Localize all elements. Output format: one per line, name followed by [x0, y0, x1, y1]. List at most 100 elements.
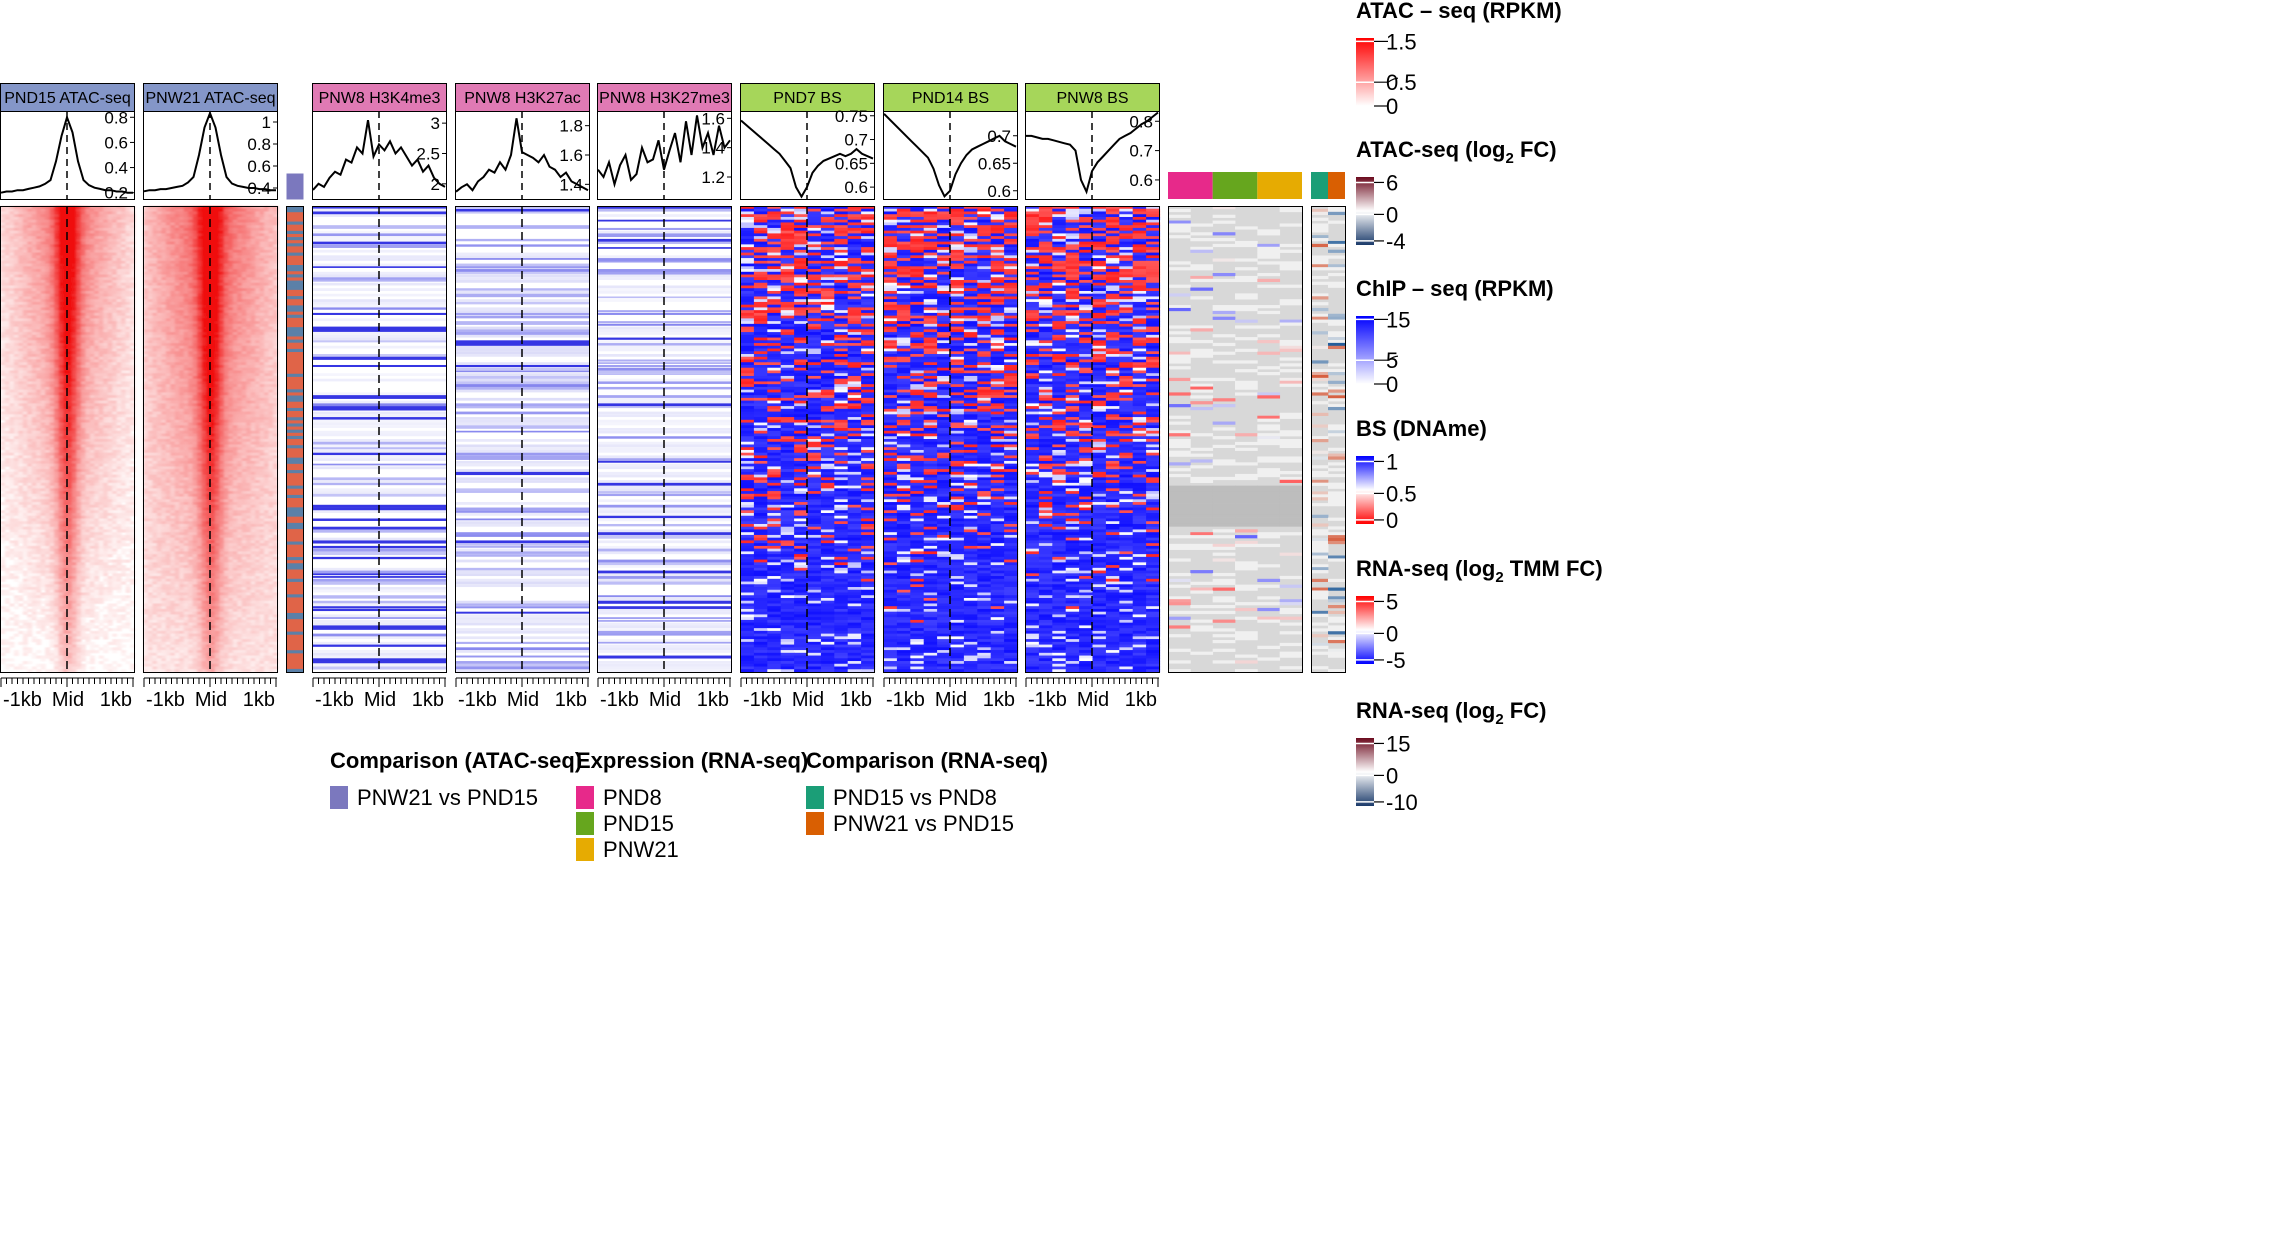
heatmap-cell: [27, 408, 33, 412]
heatmap-cell: [0, 367, 6, 371]
heatmap-cell: [54, 249, 60, 253]
heatmap-cell: [54, 219, 60, 223]
heatmap-cell: [58, 606, 64, 610]
heatmap-cell: [71, 219, 78, 223]
heatmap-cell: [112, 222, 118, 226]
heatmap-cell: [103, 247, 109, 251]
heatmap-cell: [27, 406, 33, 410]
heatmap-cell: [18, 269, 24, 273]
heatmap-cell: [40, 258, 46, 262]
heatmap-cell: [49, 537, 55, 541]
heatmap-cell: [85, 359, 91, 363]
heatmap-cell: [45, 482, 51, 486]
heatmap-cell: [67, 617, 73, 621]
heatmap-cell: [89, 282, 95, 286]
heatmap-cell: [71, 214, 78, 218]
heatmap-cell: [85, 337, 91, 341]
heatmap-cell: [71, 255, 78, 259]
heatmap-cell: [94, 241, 100, 245]
heatmap-cell: [63, 362, 69, 366]
heatmap-cell: [63, 452, 69, 456]
heatmap-cell: [27, 600, 33, 604]
heatmap-cell: [36, 526, 42, 530]
heatmap-cell: [98, 406, 104, 410]
heatmap-cell: [4, 422, 11, 426]
heatmap-cell: [121, 466, 127, 470]
heatmap-cell: [13, 513, 19, 517]
heatmap-cell: [54, 496, 60, 500]
heatmap-cell: [121, 321, 127, 325]
heatmap-cell: [80, 373, 86, 377]
heatmap-cell: [125, 471, 131, 476]
heatmap-cell: [58, 247, 64, 251]
heatmap-cell: [18, 282, 24, 286]
heatmap-cell: [9, 304, 15, 308]
heatmap-cell: [76, 452, 82, 456]
heatmap-cell: [121, 408, 127, 412]
heatmap-cell: [54, 491, 60, 495]
heatmap-cell: [125, 485, 131, 489]
heatmap-cell: [89, 408, 95, 412]
heatmap-cell: [27, 373, 33, 377]
heatmap-cell: [125, 523, 131, 528]
heatmap-cell: [89, 285, 95, 289]
heatmap-cell: [13, 573, 19, 577]
heatmap-cell: [107, 463, 113, 467]
heatmap-cell: [22, 318, 28, 322]
heatmap-cell: [63, 274, 69, 278]
heatmap-cell: [85, 384, 91, 388]
heatmap-cell: [130, 600, 136, 604]
heatmap-cell: [98, 219, 104, 223]
heatmap-cell: [107, 249, 113, 253]
heatmap-cell: [179, 225, 185, 229]
heatmap-cell: [0, 540, 6, 544]
heatmap-cell: [94, 548, 100, 552]
heatmap-cell: [40, 362, 46, 366]
heatmap-cell: [89, 269, 95, 273]
heatmap-cell: [27, 301, 33, 306]
heatmap-cell: [71, 436, 78, 440]
heatmap-cell: [112, 340, 118, 344]
heatmap-cell: [76, 364, 82, 369]
heatmap-cell: [103, 452, 109, 456]
heatmap-cell: [63, 600, 69, 604]
heatmap-cell: [49, 521, 55, 525]
heatmap-cell: [121, 315, 127, 319]
heatmap-cell: [121, 488, 127, 492]
heatmap-cell: [112, 241, 118, 245]
heatmap-cell: [80, 658, 86, 662]
heatmap-cell: [156, 211, 162, 215]
heatmap-cell: [107, 354, 113, 358]
heatmap-cell: [71, 310, 78, 314]
heatmap-cell: [67, 488, 73, 492]
heatmap-cell: [49, 389, 55, 393]
heatmap-cell: [13, 288, 19, 292]
heatmap-cell: [63, 619, 69, 624]
heatmap-cell: [125, 222, 131, 226]
heatmap-cell: [112, 452, 118, 456]
heatmap-cell: [27, 323, 33, 328]
heatmap-cell: [107, 518, 113, 522]
heatmap-cell: [107, 507, 113, 511]
heatmap-cell: [71, 449, 78, 454]
heatmap-cell: [121, 504, 127, 508]
heatmap-cell: [80, 480, 86, 484]
heatmap-cell: [232, 222, 238, 226]
heatmap-cell: [58, 208, 64, 212]
heatmap-cell: [71, 419, 78, 423]
heatmap-cell: [58, 471, 64, 476]
heatmap-cell: [18, 510, 24, 514]
heatmap-cell: [54, 493, 60, 497]
heatmap-cell: [9, 400, 15, 404]
heatmap-cell: [94, 362, 100, 366]
heatmap-cell: [4, 576, 11, 580]
heatmap-cell: [40, 359, 46, 363]
heatmap-cell: [121, 329, 127, 333]
heatmap-cell: [232, 216, 238, 221]
heatmap-cell: [121, 573, 127, 577]
heatmap-cell: [31, 436, 37, 440]
heatmap-cell: [9, 337, 15, 341]
heatmap-cell: [98, 296, 104, 300]
heatmap-cell: [94, 523, 100, 528]
heatmap-cell: [76, 622, 82, 626]
